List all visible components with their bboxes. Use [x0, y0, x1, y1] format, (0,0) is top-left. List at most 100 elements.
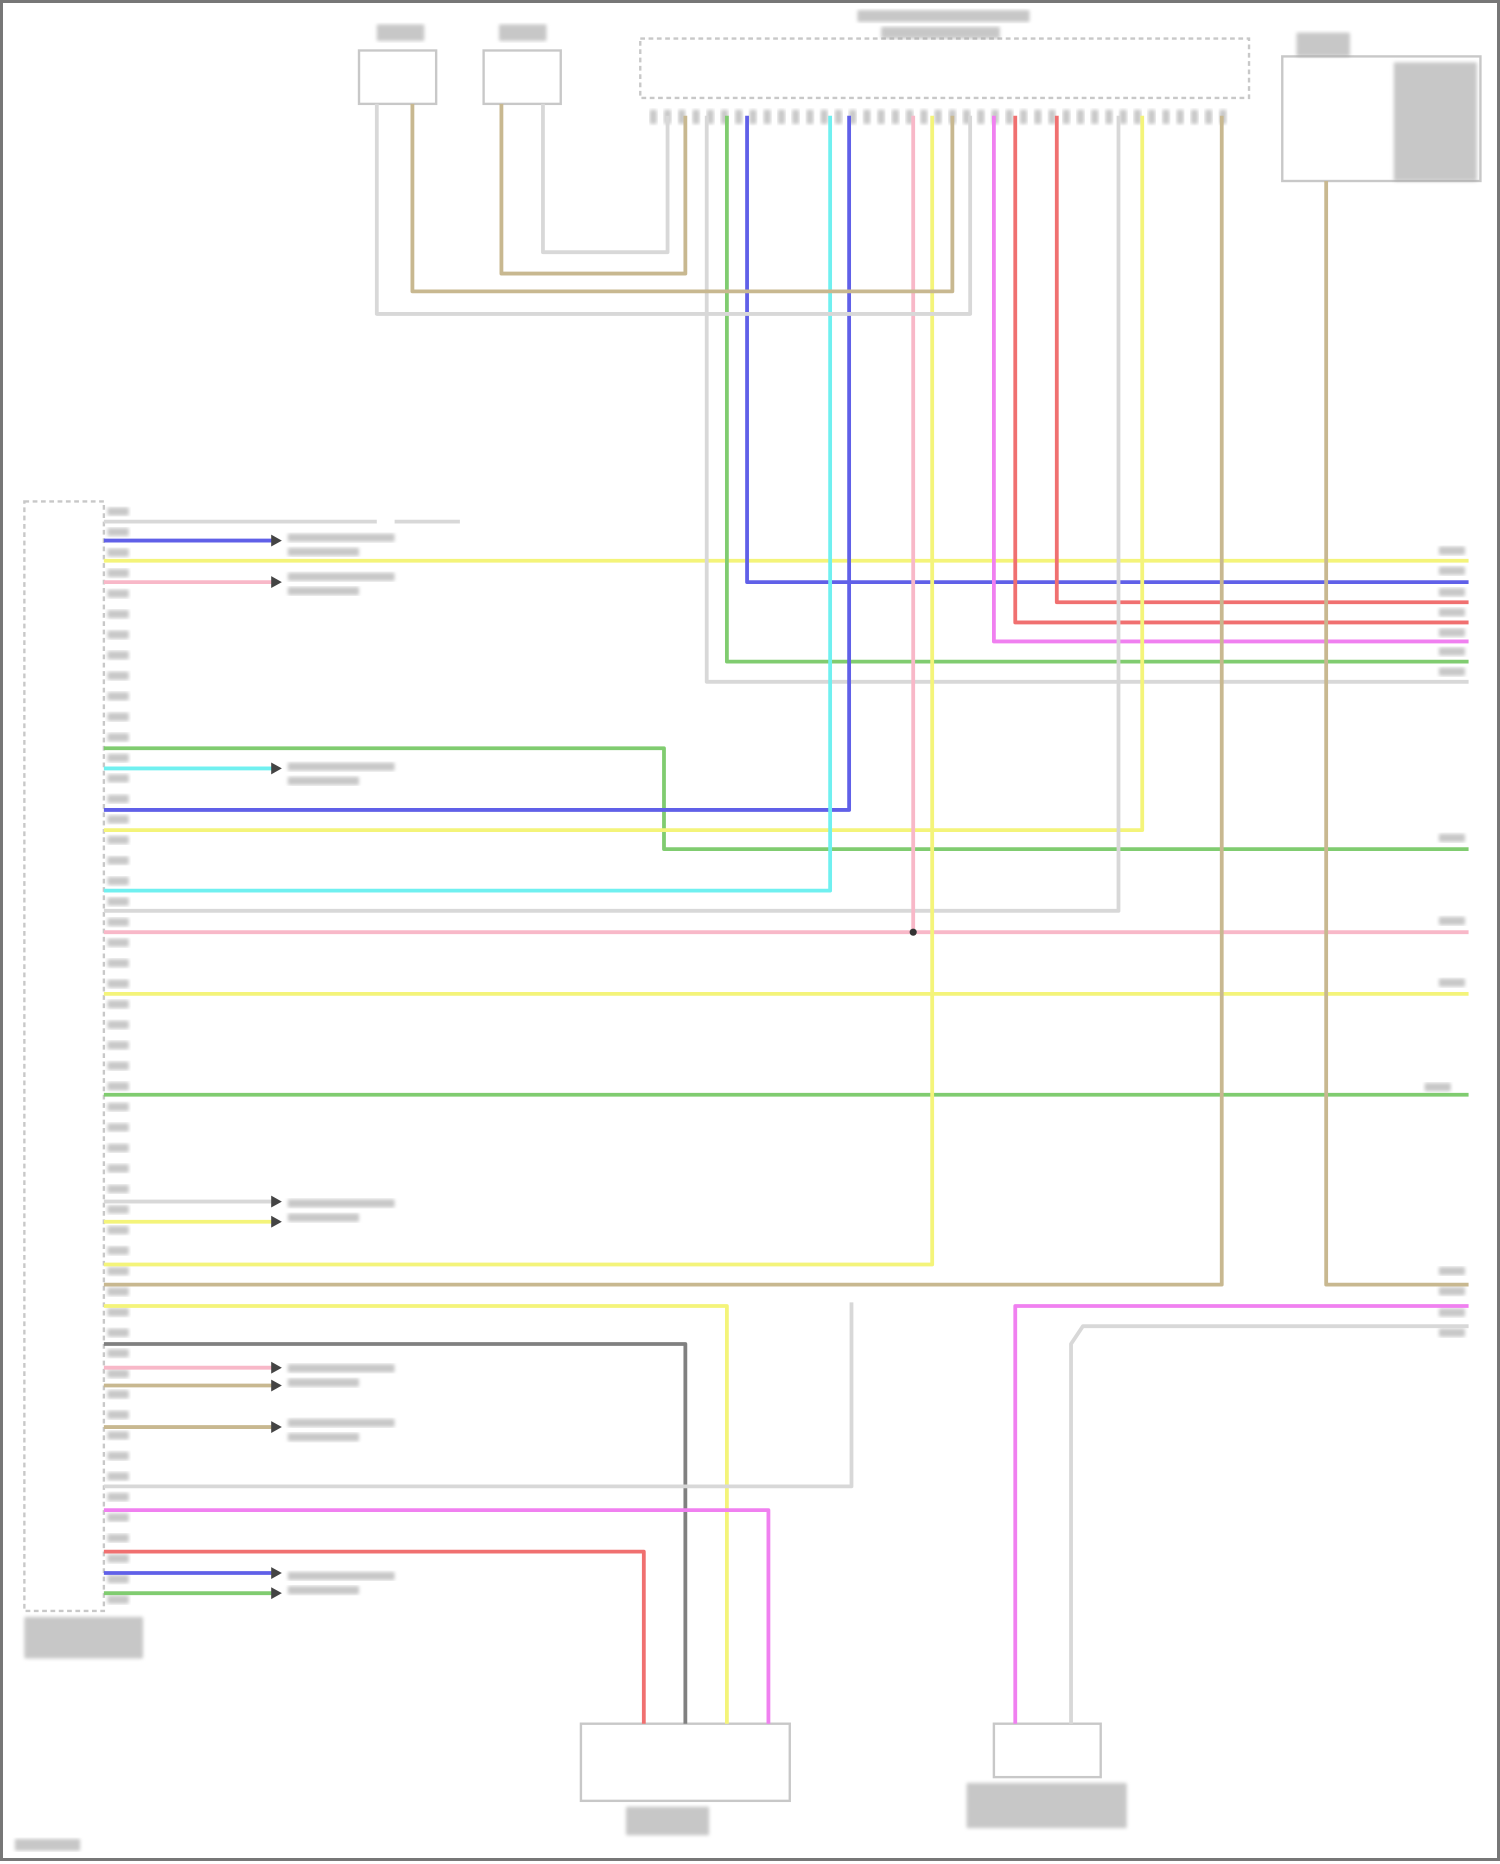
wire-color-label [1438, 1266, 1466, 1276]
pin-number-label [107, 1246, 129, 1255]
audio-unit-box [23, 500, 106, 1613]
amplifier-label [857, 10, 1030, 22]
amp-pin-label [977, 109, 985, 125]
pin-number-label [107, 712, 129, 721]
pin-number-label [107, 815, 129, 824]
wire-yellow [103, 115, 1145, 833]
destination-label [287, 1418, 395, 1428]
pin-number-label [107, 1123, 129, 1132]
antenna-pin-labels [1393, 62, 1477, 182]
pin-number-label [107, 568, 129, 578]
connector-arrow-icon [271, 1361, 282, 1374]
wire-lightgray [374, 103, 973, 316]
wire-tan [410, 103, 955, 294]
pin-number-label [107, 794, 129, 804]
wire-color-label [1424, 1082, 1451, 1092]
wire-lightgray [704, 115, 1469, 684]
pin-number-label [107, 671, 129, 680]
wire-lightgray [541, 103, 670, 255]
pin-number-label [107, 1349, 129, 1358]
diagram-code-label [14, 1838, 81, 1851]
pin-number-label [107, 1266, 129, 1276]
amp-pin-label [820, 109, 828, 125]
destination-label-2 [287, 547, 360, 557]
pin-number-label [107, 959, 129, 968]
pin-number-label [107, 589, 129, 598]
pin-number-label [107, 897, 129, 906]
amp-pin-label [1119, 109, 1127, 125]
amp-pin-label [1148, 109, 1156, 125]
amp-pin-label [1020, 109, 1028, 125]
amp-pin-label [1176, 109, 1184, 125]
destination-label [287, 1199, 395, 1208]
pin-number-label [107, 774, 129, 783]
amp-pin-label [649, 109, 657, 125]
wire-tan [499, 103, 688, 276]
pin-number-label [107, 1082, 129, 1091]
pin-number-label [107, 1308, 129, 1317]
left-tweeter-box [357, 49, 438, 106]
connector-arrow-icon [271, 1215, 282, 1228]
audio-unit-label [24, 1616, 144, 1659]
pin-number-label [107, 1369, 129, 1378]
connector-arrow-icon [271, 534, 282, 547]
amp-pin-label [1062, 109, 1070, 125]
speaker-label [626, 1806, 710, 1836]
wire-red [1054, 115, 1469, 605]
amp-pin-label [749, 109, 757, 125]
destination-label-2 [287, 1432, 360, 1442]
amp-pin-label [792, 109, 800, 125]
wire-color-label [1438, 566, 1466, 575]
amp-pin-label [1048, 109, 1056, 125]
pin-number-label [107, 1554, 129, 1563]
pin-number-label [107, 1513, 129, 1522]
wire-green [724, 115, 1469, 664]
right-tweeter-box [482, 49, 562, 106]
sensor-module-label [966, 1783, 1127, 1829]
pin-number-label [107, 938, 129, 947]
destination-label [287, 533, 395, 542]
sensor-module-box [992, 1722, 1102, 1779]
wire-magenta [103, 1508, 771, 1724]
wire-color-label [1438, 916, 1466, 926]
wire-color-label [1438, 588, 1466, 597]
pin-number-label [107, 1287, 129, 1296]
left-tweeter-label [376, 24, 425, 41]
destination-label-2 [287, 586, 360, 596]
pin-number-label [107, 527, 129, 537]
pin-number-label [107, 753, 129, 763]
connector-arrow-icon [271, 1379, 282, 1392]
pin-number-label [107, 1472, 129, 1481]
amp-pin-label [1105, 109, 1113, 125]
connector-arrow-icon [271, 1421, 282, 1433]
amp-pin-label [877, 109, 885, 125]
wire-color-label [1438, 667, 1466, 676]
amplifier-box [639, 37, 1251, 100]
wire-blue [745, 115, 1469, 585]
pin-number-label [107, 692, 129, 701]
speaker-box [579, 1722, 791, 1803]
amp-pin-label [1076, 109, 1085, 125]
right-tweeter-label [499, 24, 547, 41]
pin-number-label [107, 1102, 129, 1112]
destination-label [287, 762, 395, 771]
pin-number-label [107, 1000, 129, 1009]
wire-yellow [103, 115, 935, 1267]
pin-number-label [107, 1390, 129, 1399]
wire-color-label [1438, 1328, 1466, 1337]
pin-number-label [107, 876, 129, 886]
destination-label-2 [287, 776, 360, 786]
pin-number-label [107, 1164, 129, 1173]
amp-pin-label [863, 109, 871, 125]
amp-pin-label [1205, 109, 1213, 125]
pin-number-label [107, 1595, 129, 1604]
wire-green [103, 746, 1469, 852]
wire-blue [103, 115, 852, 812]
wire-lightgray [103, 1302, 854, 1489]
amp-pin-label [777, 109, 786, 125]
pin-number-label [107, 630, 129, 639]
amp-pin-label [1133, 109, 1142, 125]
destination-label-2 [287, 1378, 360, 1387]
amp-pin-label [692, 109, 700, 125]
